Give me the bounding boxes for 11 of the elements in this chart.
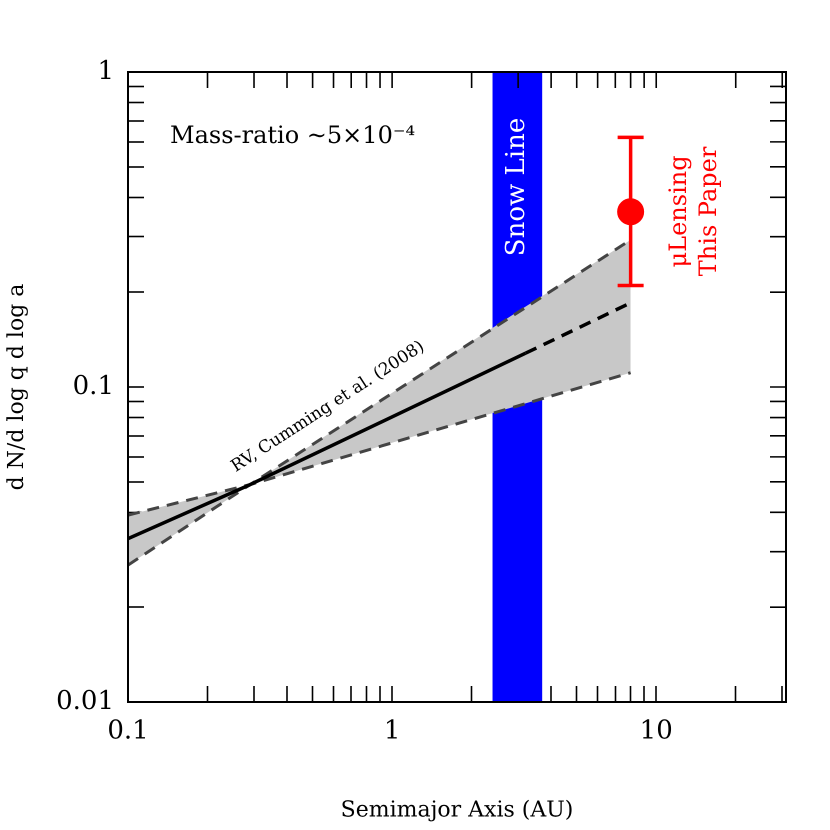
y-axis-title: d N/d log q d log a xyxy=(4,284,29,490)
x-tick-label: 1 xyxy=(384,715,400,746)
x-tick-label: 0.1 xyxy=(107,715,149,746)
x-tick-label: 10 xyxy=(640,715,673,746)
annotation: Mass-ratio ~5×10⁻⁴ xyxy=(170,121,416,150)
x-axis-title: Semimajor Axis (AU) xyxy=(340,798,574,823)
y-tick-label: 1 xyxy=(97,56,114,86)
y-tick-label: 0.1 xyxy=(72,370,114,401)
text: μLensing This Paper xyxy=(664,146,722,276)
y-tick-label: 0.01 xyxy=(56,686,114,716)
band-label: Snow Line xyxy=(501,118,532,256)
